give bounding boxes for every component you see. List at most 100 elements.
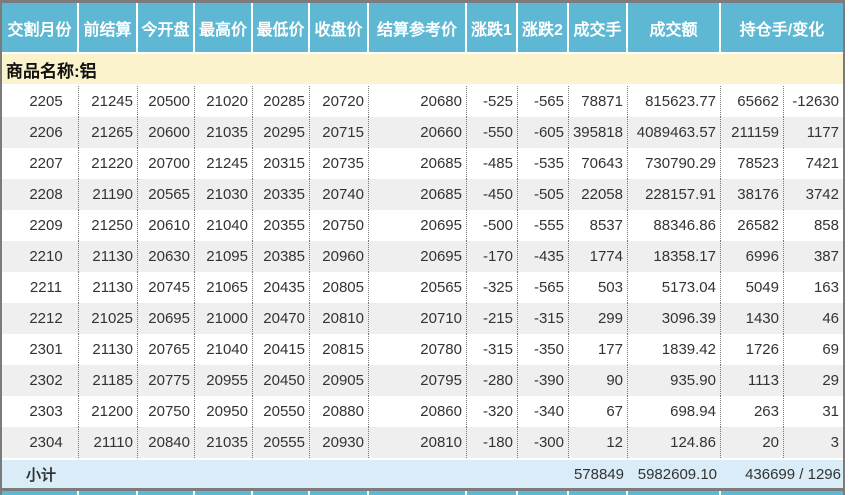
table-cell: 20695 xyxy=(369,241,467,272)
table-cell: 21190 xyxy=(79,179,138,210)
table-cell: 20335 xyxy=(253,179,310,210)
table-row: 2304 21110 20840 21035 20555 20930 20810 -180 -3… xyxy=(2,427,843,458)
table-row: 2302 21185 20775 20955 20450 20905 20795 -280 -3… xyxy=(2,365,843,396)
table-cell: 20685 xyxy=(369,179,467,210)
table-cell: 1177 xyxy=(806,124,839,141)
table-cell: 6996 xyxy=(721,241,784,272)
subtotal-row: 小计 578849 5982609.10 436699 / 1296 xyxy=(2,460,843,488)
table-cell: 20315 xyxy=(253,148,310,179)
table-cell: 177 xyxy=(569,334,628,365)
table-cell: -485 xyxy=(467,148,518,179)
table-cell: 21245 xyxy=(79,86,138,117)
table-cell: 18358.17 xyxy=(628,241,721,272)
table-cell: 20550 xyxy=(253,396,310,427)
table-cell: 858 xyxy=(813,217,839,234)
table-cell: -450 xyxy=(467,179,518,210)
table-cell: -315 xyxy=(467,334,518,365)
column-header: 涨跌2 xyxy=(518,3,569,52)
table-row: 2205 21245 20500 21020 20285 20720 20680 -525 -5… xyxy=(2,86,843,117)
table-cell: 8537 xyxy=(569,210,628,241)
table-cell: 90 xyxy=(569,365,628,396)
table-cell: -605 xyxy=(518,117,569,148)
table-cell: 503 xyxy=(569,272,628,303)
table-cell: 21020 xyxy=(195,86,253,117)
table-cell: 20745 xyxy=(138,272,195,303)
delivery-month-cell: 2212 xyxy=(2,303,79,334)
table-cell: 20500 xyxy=(138,86,195,117)
table-cell: 20750 xyxy=(138,396,195,427)
table-cell: 20680 xyxy=(369,86,467,117)
delivery-month-cell: 2207 xyxy=(2,148,79,179)
table-row: 2208 21190 20565 21030 20335 20740 20685 -450 -5… xyxy=(2,179,843,210)
table-cell: 20880 xyxy=(310,396,369,427)
next-table-header-cell-stub xyxy=(195,491,253,495)
table-cell: -300 xyxy=(518,427,569,458)
table-cell: 78523 xyxy=(721,148,784,179)
delivery-month-cell: 2302 xyxy=(2,365,79,396)
table-cell: 21110 xyxy=(79,427,138,458)
table-cell: 5173.04 xyxy=(628,272,721,303)
table-cell: 21130 xyxy=(79,241,138,272)
delivery-month-cell: 2303 xyxy=(2,396,79,427)
table-cell: 46 xyxy=(822,310,839,327)
table-cell: 21040 xyxy=(195,210,253,241)
table-cell: -170 xyxy=(467,241,518,272)
table-cell: 20735 xyxy=(310,148,369,179)
table-cell: 815623.77 xyxy=(628,86,721,117)
column-header: 成交额 xyxy=(628,3,721,52)
row-spacer xyxy=(2,458,843,460)
table-cell: 20685 xyxy=(369,148,467,179)
subtotal-label: 小计 xyxy=(26,466,57,484)
column-header: 结算参考价 xyxy=(369,3,467,52)
row-spacer xyxy=(2,84,843,86)
table-cell: 20295 xyxy=(253,117,310,148)
table-cell: -525 xyxy=(467,86,518,117)
table-cell: -12630 xyxy=(792,93,839,110)
table-cell: 20 xyxy=(721,427,784,458)
table-cell: -320 xyxy=(467,396,518,427)
table-cell: -215 xyxy=(467,303,518,334)
table-cell: 20960 xyxy=(310,241,369,272)
next-table-header-cell-stub xyxy=(628,491,721,495)
delivery-month-cell: 2206 xyxy=(2,117,79,148)
table-cell: 21000 xyxy=(195,303,253,334)
table-cell: 21130 xyxy=(79,272,138,303)
table-cell: 698.94 xyxy=(628,396,721,427)
delivery-month-cell: 2208 xyxy=(2,179,79,210)
table-cell: 299 xyxy=(569,303,628,334)
table-cell: 1430 xyxy=(721,303,784,334)
column-header: 持仓手/变化 xyxy=(721,3,843,52)
table-cell: 3096.39 xyxy=(628,303,721,334)
next-table-header-cell-stub xyxy=(2,491,79,495)
subtotal-turnover: 5982609.10 xyxy=(637,465,717,483)
table-cell: -565 xyxy=(518,86,569,117)
next-table-header-cell-stub xyxy=(518,491,569,495)
column-header: 最高价 xyxy=(195,3,253,52)
table-cell: 20840 xyxy=(138,427,195,458)
table-cell: 228157.91 xyxy=(628,179,721,210)
table-cell: 26582 xyxy=(721,210,784,241)
table-cell: 21265 xyxy=(79,117,138,148)
table-cell: 20955 xyxy=(195,365,253,396)
delivery-month-cell: 2304 xyxy=(2,427,79,458)
table-cell: 20795 xyxy=(369,365,467,396)
table-cell: 21245 xyxy=(195,148,253,179)
next-table-header-cell-stub xyxy=(369,491,467,495)
table-cell: 88346.86 xyxy=(628,210,721,241)
subtotal-open-interest-change: 436699 / 1296 xyxy=(745,465,841,483)
table-cell: 163 xyxy=(813,279,839,296)
column-header: 今开盘 xyxy=(138,3,195,52)
column-header: 前结算 xyxy=(79,3,138,52)
table-body: 2205 21245 20500 21020 20285 20720 20680 -525 -5… xyxy=(2,86,843,458)
table-cell: 20860 xyxy=(369,396,467,427)
table-cell: 20285 xyxy=(253,86,310,117)
table-cell: 395818 xyxy=(569,117,628,148)
table-cell: 1113 xyxy=(721,365,784,396)
delivery-month-cell: 2210 xyxy=(2,241,79,272)
table-cell: 20660 xyxy=(369,117,467,148)
table-cell: 21040 xyxy=(195,334,253,365)
table-cell: 1774 xyxy=(569,241,628,272)
table-cell: 3 xyxy=(830,434,839,451)
table-cell: 21220 xyxy=(79,148,138,179)
